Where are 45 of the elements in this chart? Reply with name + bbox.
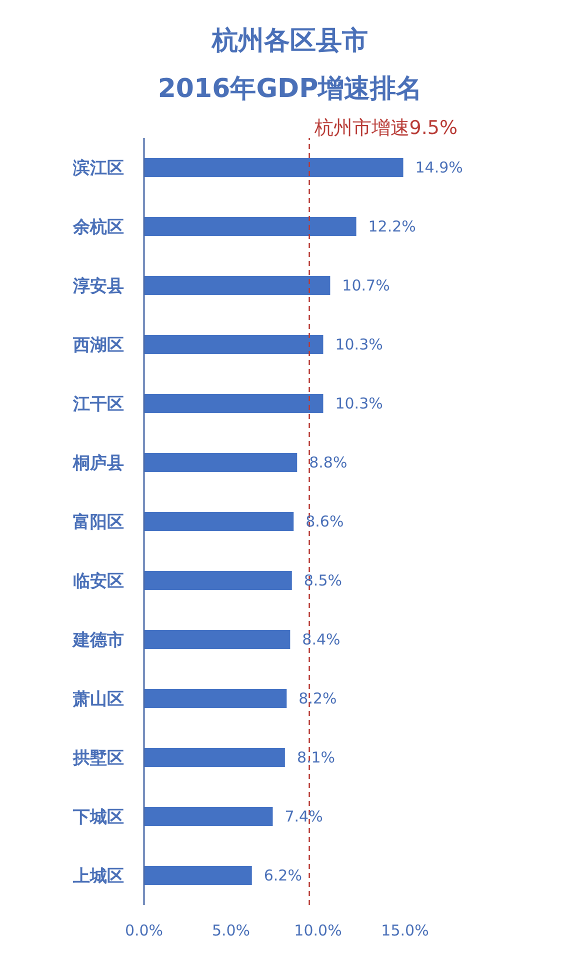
y-tick-label: 下城区 [72,808,124,828]
y-tick-label: 萧山区 [72,690,124,710]
data-label: 8.2% [298,690,337,708]
y-tick-label: 拱墅区 [72,748,124,769]
data-label: 7.4% [284,808,323,826]
data-label: 10.3% [335,336,383,354]
y-tick-label: 淳安县 [72,276,124,297]
bar [144,394,324,413]
y-tick-label: 西湖区 [72,336,124,356]
bar [144,335,324,354]
bar [144,571,292,590]
data-label: 14.9% [415,158,463,176]
y-tick-label: 江干区 [72,394,124,415]
bar [144,866,252,885]
data-label: 6.2% [264,866,302,884]
bar [144,807,273,826]
data-label: 10.3% [335,394,383,412]
bar [144,453,298,472]
data-label: 8.4% [302,630,340,648]
bar [144,276,330,295]
y-tick-label: 上城区 [72,866,124,887]
bar [144,689,287,708]
bar [144,512,294,531]
x-tick-label: 10.0% [294,922,342,940]
y-tick-label: 临安区 [73,572,124,592]
data-label: 8.5% [304,572,342,590]
bar [144,217,356,236]
ref-line-label: 杭州市增速9.5% [313,117,458,139]
bar [144,158,404,177]
data-label: 8.8% [309,454,348,472]
chart-title: 杭州各区县市 2016年GDP增速排名 [156,25,424,106]
y-tick-label: 建德市 [71,630,124,651]
bar [144,630,290,649]
y-tick-label: 余杭区 [72,218,124,238]
data-label: 12.2% [368,218,416,236]
y-tick-label: 富阳区 [73,512,124,533]
data-label: 8.6% [306,512,344,530]
x-tick-label: 15.0% [381,922,429,940]
bar [144,748,285,767]
x-tick-label: 5.0% [212,922,250,940]
data-label: 10.7% [342,276,390,294]
data-label: 8.1% [296,748,336,766]
y-tick-label: 桐庐县 [72,454,124,474]
y-tick-label: 滨江区 [72,158,124,179]
x-tick-label: 0.0% [124,922,164,940]
